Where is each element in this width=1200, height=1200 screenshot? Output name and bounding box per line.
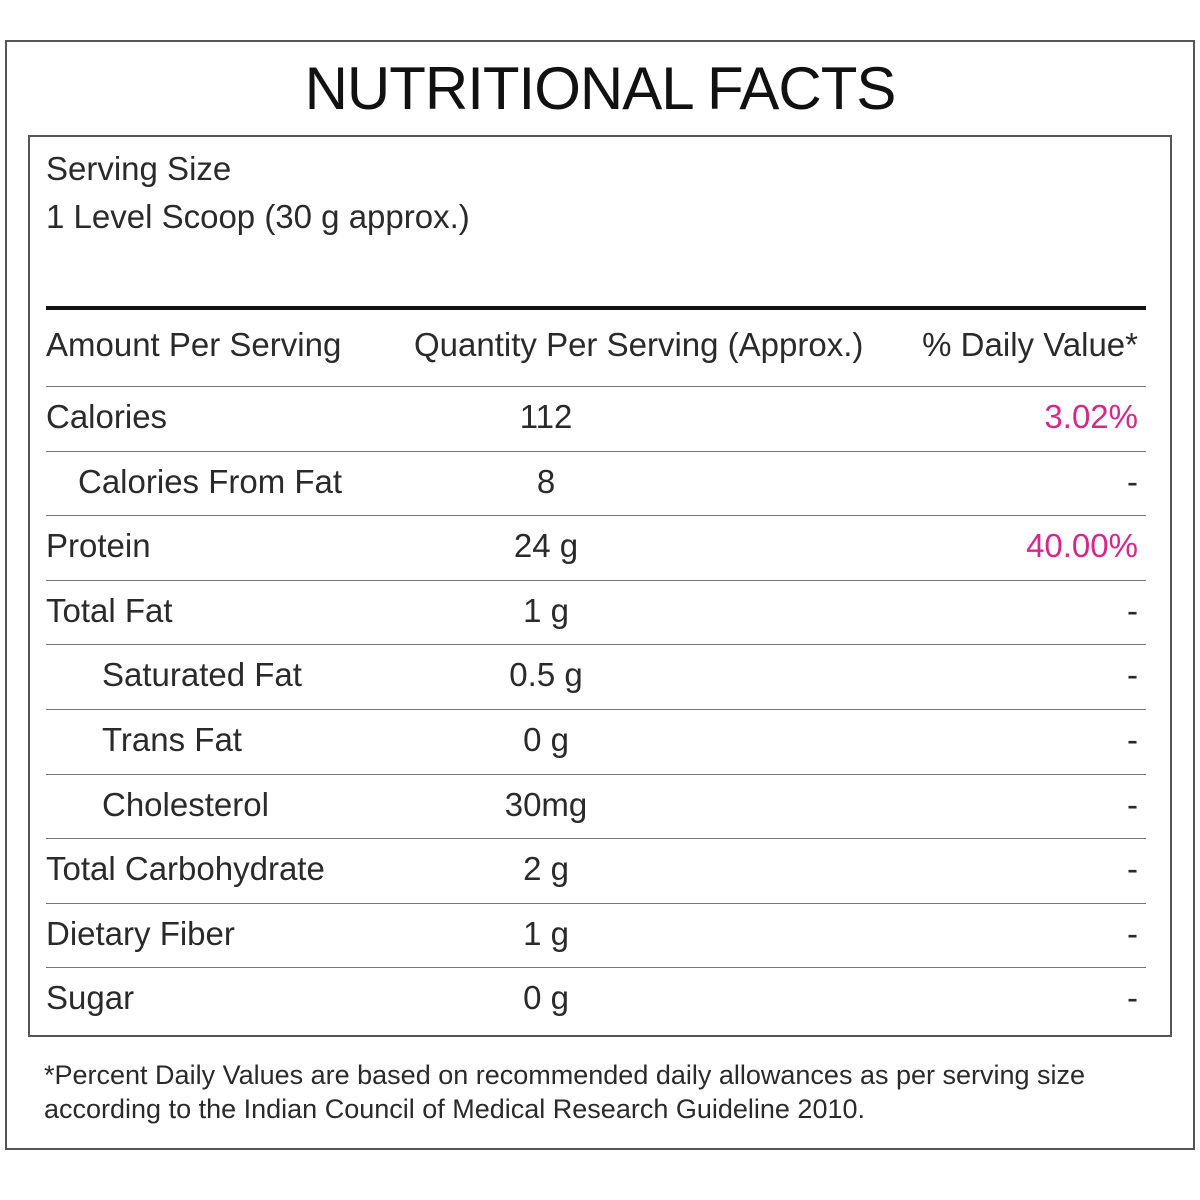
row-divider xyxy=(46,386,1146,387)
row-divider xyxy=(46,838,1146,840)
nutrient-quantity: 0 g xyxy=(523,979,569,1017)
nutrient-daily-value: 3.02% xyxy=(1044,398,1138,435)
nutrient-name: Calories From Fat xyxy=(78,462,343,500)
nutrient-daily-value: - xyxy=(1127,591,1138,629)
row-divider xyxy=(46,450,1146,452)
nutrient-quantity: 30mg xyxy=(504,785,588,823)
nutrient-name: Total Carbohydrate xyxy=(46,850,325,888)
table-row: Total Carbohydrate 2 g - xyxy=(46,838,1146,902)
table-row: Total Fat 1 g - xyxy=(46,579,1146,644)
nutrient-name: Cholesterol xyxy=(102,785,269,823)
nutrient-daily-value: - xyxy=(1127,785,1138,823)
column-header-amount: Amount Per Serving xyxy=(46,326,342,363)
nutrient-quantity: 1 g xyxy=(523,914,569,952)
label-outer-frame xyxy=(5,40,1195,1150)
nutrient-quantity: 0.5 g xyxy=(509,656,583,694)
nutrient-daily-value: 40.00% xyxy=(1026,527,1138,565)
nutrient-daily-value: - xyxy=(1127,721,1138,758)
nutrient-quantity: 8 xyxy=(536,462,556,500)
column-header-quantity: Quantity Per Serving (Approx.) xyxy=(414,326,864,363)
page-title: NUTRITIONAL FACTS xyxy=(304,55,897,122)
row-divider xyxy=(46,709,1146,710)
table-row: Sugar 0 g - xyxy=(46,967,1146,1031)
nutrient-quantity: 112 xyxy=(519,398,573,435)
nutrient-quantity: 1 g xyxy=(523,591,569,629)
nutrient-quantity: 2 g xyxy=(523,850,569,888)
nutrient-name: Trans Fat xyxy=(102,721,242,758)
row-divider xyxy=(46,644,1146,646)
row-divider xyxy=(46,579,1146,581)
nutrient-quantity: 24 g xyxy=(513,527,579,565)
table-row: Calories From Fat 8 - xyxy=(46,450,1146,515)
column-header-daily-value: % Daily Value* xyxy=(922,326,1138,363)
row-divider xyxy=(46,902,1146,904)
nutrient-name: Calories xyxy=(46,398,168,435)
nutrient-name: Protein xyxy=(46,527,151,565)
row-divider xyxy=(46,515,1146,517)
nutrient-name: Saturated Fat xyxy=(102,656,302,694)
nutrient-name: Dietary Fiber xyxy=(46,914,235,952)
nutrient-daily-value: - xyxy=(1127,462,1138,500)
table-row: Cholesterol 30mg - xyxy=(46,773,1146,838)
nutrient-name: Total Fat xyxy=(46,591,173,629)
table-row: Saturated Fat 0.5 g - xyxy=(46,644,1146,708)
table-row: Calories 112 3.02% xyxy=(46,386,1146,450)
nutrient-daily-value: - xyxy=(1127,656,1138,694)
header-divider xyxy=(46,306,1146,310)
table-row: Trans Fat 0 g - xyxy=(46,709,1146,773)
row-divider xyxy=(46,773,1146,775)
nutrient-daily-value: - xyxy=(1127,850,1138,888)
nutrient-name: Sugar xyxy=(46,979,135,1017)
nutrient-quantity: 0 g xyxy=(523,721,569,758)
serving-size-value: 1 Level Scoop (30 g approx.) xyxy=(46,198,470,235)
serving-size-label: Serving Size xyxy=(46,150,232,187)
table-row: Dietary Fiber 1 g - xyxy=(46,902,1146,967)
row-divider xyxy=(46,967,1146,969)
footnote: *Percent Daily Values are based on recom… xyxy=(44,1060,1086,1124)
facts-table-frame xyxy=(28,135,1172,1037)
nutrient-daily-value: - xyxy=(1127,979,1138,1017)
table-row: Protein 24 g 40.00% xyxy=(46,515,1146,579)
nutrient-daily-value: - xyxy=(1127,914,1138,952)
